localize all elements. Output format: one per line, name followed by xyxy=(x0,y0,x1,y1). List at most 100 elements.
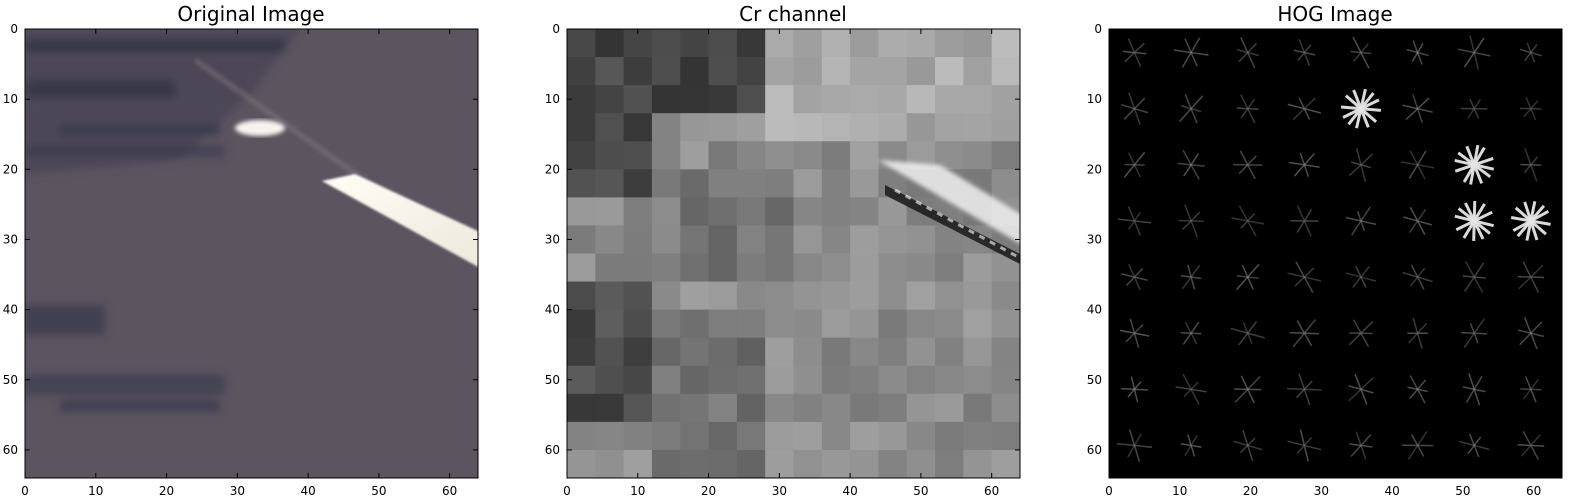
cr-block xyxy=(878,421,908,451)
hog-cell xyxy=(1345,266,1377,289)
y-tick-label: 50 xyxy=(1087,373,1102,387)
x-tick-label: 60 xyxy=(442,484,457,498)
cr-block xyxy=(736,29,766,58)
cr-block xyxy=(821,225,851,254)
x-tick-label: 50 xyxy=(371,484,386,498)
axes-frame-original xyxy=(24,28,479,479)
cr-block xyxy=(623,365,653,395)
panel-title-cr: Cr channel xyxy=(739,2,847,26)
panel-original-image: Original Image 0 10 20 30 40 50 60 0 10 20 30 40 50 xyxy=(3,2,479,498)
hog-gradient-line xyxy=(1522,378,1539,400)
cr-block xyxy=(935,421,964,451)
cr-block xyxy=(708,253,738,283)
cr-block xyxy=(850,337,879,367)
hog-cell xyxy=(1231,205,1265,237)
y-tick-label: 30 xyxy=(3,232,18,246)
y-tick-label: 60 xyxy=(545,443,560,457)
hog-gradient-line xyxy=(1464,262,1485,292)
cr-block xyxy=(821,449,851,478)
x-tick-label: 10 xyxy=(88,484,103,498)
cr-block xyxy=(651,449,681,478)
hog-cell xyxy=(1458,433,1490,458)
hog-gradient-line xyxy=(1238,155,1257,175)
cr-block xyxy=(850,57,879,86)
hog-cell xyxy=(1406,40,1429,65)
cr-block xyxy=(651,169,681,198)
hog-gradient-line xyxy=(1465,375,1483,403)
cr-block xyxy=(765,365,794,395)
cr-block xyxy=(793,141,823,170)
cr-block xyxy=(850,281,879,311)
cr-block xyxy=(991,421,1020,451)
hog-cell xyxy=(1123,151,1146,178)
hog-image-raster xyxy=(1109,29,1562,478)
hog-gradient-line xyxy=(1409,379,1427,400)
axes-frame-hog xyxy=(1108,28,1563,479)
ticks-original: 0 10 20 30 40 50 60 0 10 20 30 40 50 60 xyxy=(3,22,478,498)
cr-block xyxy=(765,57,794,86)
hog-cell xyxy=(1462,373,1486,406)
hog-cell xyxy=(1462,261,1486,293)
hog-gradient-line xyxy=(1184,434,1198,456)
x-tick-label: 50 xyxy=(1455,484,1470,498)
y-tick-label: 10 xyxy=(3,92,18,106)
hog-gradient-line xyxy=(1408,208,1427,233)
hog-cell xyxy=(1177,149,1205,180)
cr-block xyxy=(680,85,710,114)
cr-block xyxy=(793,57,823,86)
hog-cell xyxy=(1402,94,1433,124)
hog-cell xyxy=(1234,375,1262,404)
cr-block xyxy=(991,113,1020,142)
cr-block xyxy=(793,113,823,142)
hog-cell xyxy=(1519,42,1542,63)
cr-block xyxy=(736,449,766,478)
cr-block xyxy=(906,281,936,311)
panel-title-original: Original Image xyxy=(177,2,324,26)
hog-cell xyxy=(1403,206,1433,235)
cr-block xyxy=(680,197,710,226)
cr-block xyxy=(567,281,596,311)
cr-block xyxy=(765,421,794,451)
hog-cell xyxy=(1236,94,1259,124)
hog-cell xyxy=(1180,264,1202,290)
x-tick-label: 20 xyxy=(701,484,716,498)
hog-gradient-line xyxy=(1523,156,1539,174)
cr-block xyxy=(963,253,993,283)
cr-block xyxy=(567,141,596,170)
panel-hog-image: HOG Image 0 10 20 30 40 50 60 0 10 20 30 40 50 60 xyxy=(1087,2,1563,498)
cr-block xyxy=(680,169,710,198)
y-tick-label: 0 xyxy=(552,22,560,36)
hog-cell xyxy=(1461,318,1488,349)
cr-block xyxy=(821,281,851,311)
x-tick-label: 50 xyxy=(913,484,928,498)
cr-block xyxy=(963,421,993,451)
hog-cell xyxy=(1289,319,1319,348)
hog-gradient-line xyxy=(1295,380,1313,399)
cr-block xyxy=(595,225,625,254)
cr-block xyxy=(736,421,766,451)
hog-cell xyxy=(1175,373,1207,405)
cr-block xyxy=(878,449,908,478)
cr-block xyxy=(736,197,766,226)
cr-block xyxy=(651,337,681,367)
cr-block xyxy=(567,337,596,367)
y-tick-label: 10 xyxy=(545,92,560,106)
cr-block xyxy=(708,141,738,170)
hog-cell xyxy=(1345,206,1377,236)
cr-block xyxy=(595,57,625,86)
cr-block xyxy=(736,337,766,367)
hog-cell xyxy=(1178,204,1204,238)
cr-block xyxy=(793,365,823,395)
hog-cell xyxy=(1288,152,1320,178)
cr-block xyxy=(595,365,625,395)
cr-block xyxy=(906,253,936,283)
cr-block xyxy=(567,309,596,339)
hog-cell xyxy=(1348,319,1374,347)
x-tick-label: 60 xyxy=(984,484,999,498)
cr-block xyxy=(651,365,681,395)
x-tick-label: 30 xyxy=(772,484,787,498)
cr-block xyxy=(963,309,993,339)
cr-block xyxy=(765,197,794,226)
hog-gradient-line xyxy=(1181,37,1201,68)
